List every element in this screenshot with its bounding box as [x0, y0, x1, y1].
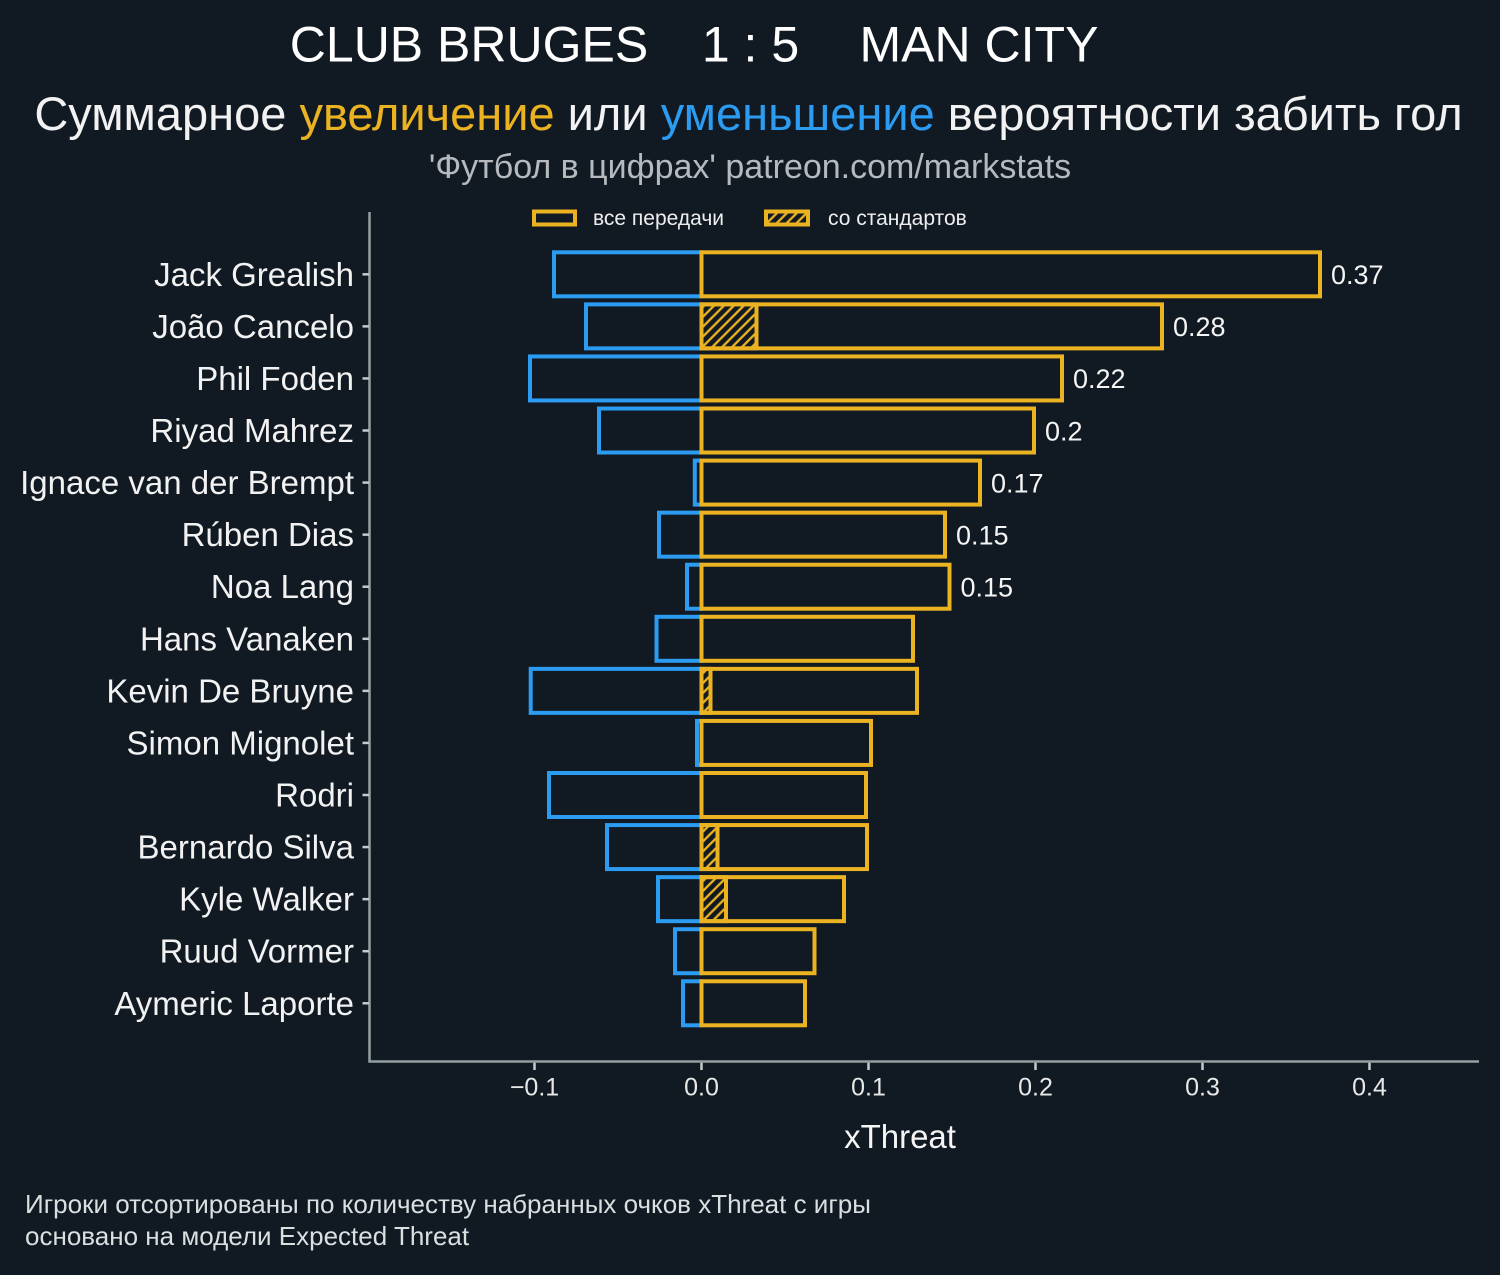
svg-text:Aymeric Laporte: Aymeric Laporte [114, 985, 354, 1022]
svg-text:Суммарное увеличение или умень: Суммарное увеличение или уменьшение веро… [34, 87, 1462, 140]
svg-text:Игроки отсортированы по количе: Игроки отсортированы по количеству набра… [25, 1189, 871, 1219]
svg-text:Ruud Vormer: Ruud Vormer [160, 933, 354, 970]
svg-text:со стандартов: со стандартов [828, 207, 967, 230]
svg-text:Ignace van der Brempt: Ignace van der Brempt [20, 464, 354, 501]
svg-text:Kevin De Bruyne: Kevin De Bruyne [106, 672, 354, 709]
svg-text:0.28: 0.28 [1173, 312, 1226, 342]
svg-text:Bernardo Silva: Bernardo Silva [138, 829, 355, 866]
svg-text:0.0: 0.0 [684, 1074, 719, 1102]
svg-text:Hans Vanaken: Hans Vanaken [140, 620, 354, 657]
svg-text:xThreat: xThreat [844, 1118, 956, 1155]
svg-text:основано на модели Expected Th: основано на модели Expected Threat [25, 1221, 470, 1251]
svg-text:Phil Foden: Phil Foden [196, 360, 354, 397]
svg-text:0.4: 0.4 [1352, 1074, 1387, 1102]
svg-text:1 : 5: 1 : 5 [702, 17, 799, 73]
svg-text:0.3: 0.3 [1185, 1074, 1220, 1102]
svg-text:0.22: 0.22 [1073, 364, 1126, 394]
svg-text:MAN CITY: MAN CITY [860, 17, 1099, 73]
svg-text:Riyad Mahrez: Riyad Mahrez [150, 412, 354, 449]
svg-text:0.1: 0.1 [851, 1074, 886, 1102]
svg-text:Noa Lang: Noa Lang [211, 568, 354, 605]
svg-text:−0.1: −0.1 [510, 1074, 559, 1102]
svg-text:CLUB BRUGES: CLUB BRUGES [290, 17, 648, 73]
svg-text:João Cancelo: João Cancelo [152, 308, 354, 345]
svg-text:0.15: 0.15 [961, 573, 1014, 603]
svg-text:Kyle Walker: Kyle Walker [179, 881, 354, 918]
svg-text:Rodri: Rodri [275, 777, 354, 814]
svg-text:0.17: 0.17 [991, 468, 1044, 498]
svg-text:Rúben Dias: Rúben Dias [182, 516, 354, 553]
svg-text:все передачи: все передачи [593, 207, 724, 230]
svg-text:Jack Grealish: Jack Grealish [154, 256, 354, 293]
svg-text:'Футбол в цифрах' patreon.com/: 'Футбол в цифрах' patreon.com/markstats [429, 148, 1071, 186]
svg-text:Simon Mignolet: Simon Mignolet [127, 724, 354, 761]
svg-text:0.15: 0.15 [956, 520, 1009, 550]
svg-text:0.2: 0.2 [1045, 416, 1083, 446]
svg-text:0.2: 0.2 [1018, 1074, 1053, 1102]
svg-text:0.37: 0.37 [1331, 260, 1384, 290]
